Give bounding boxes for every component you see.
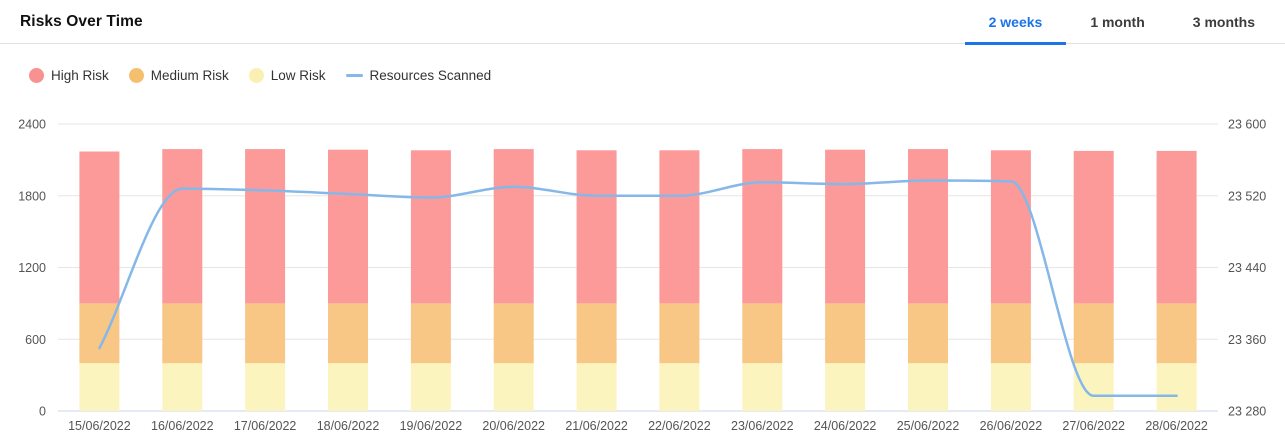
legend-item-medium-risk[interactable]: Medium Risk [128,67,229,83]
x-axis-label: 27/06/2022 [1062,419,1125,433]
x-axis-label: 22/06/2022 [648,419,711,433]
right-axis-tick-label: 23 600 [1228,118,1266,132]
bar-high-risk[interactable] [245,149,286,304]
bar-high-risk[interactable] [79,151,120,304]
bar-low-risk[interactable] [1073,363,1114,411]
left-axis-tick-label: 600 [25,333,46,347]
bar-high-risk[interactable] [742,149,783,304]
right-axis-tick-label: 23 520 [1228,189,1266,203]
bar-medium-risk[interactable] [162,303,203,364]
bar-low-risk[interactable] [825,363,866,411]
x-axis-label: 28/06/2022 [1145,419,1208,433]
x-axis-label: 15/06/2022 [68,419,131,433]
bar-medium-risk[interactable] [410,303,451,364]
bar-low-risk[interactable] [742,363,783,411]
medium-risk-dot-icon [128,67,144,83]
bar-high-risk[interactable] [162,149,203,304]
right-axis-tick-label: 23 360 [1228,333,1266,347]
bar-low-risk[interactable] [410,363,451,411]
legend-item-resources-scanned[interactable]: Resources Scanned [345,67,492,83]
bar-high-risk[interactable] [825,149,866,304]
x-axis-label: 20/06/2022 [482,419,545,433]
x-axis-label: 24/06/2022 [814,419,877,433]
bar-high-risk[interactable] [328,149,368,304]
risks-chart-svg: 2400 23 600 1800 23 520 1200 23 440 600 23 360 0… [18,118,1266,434]
legend-item-high-risk[interactable]: High Risk [29,67,109,83]
time-range-tabs: 2 weeks 1 month 3 months [964,0,1279,45]
bar-low-risk[interactable] [990,363,1031,411]
x-axis-label: 16/06/2022 [151,419,214,433]
bar-medium-risk[interactable] [493,303,534,364]
bar-low-risk[interactable] [493,363,534,411]
bar-medium-risk[interactable] [659,303,700,364]
bar-high-risk[interactable] [659,150,700,304]
card-header: Risks Over Time 2 weeks 1 month 3 months [0,0,1285,45]
bar-medium-risk[interactable] [825,303,866,364]
page-title: Risks Over Time [20,12,143,30]
x-axis-label: 18/06/2022 [317,419,380,433]
x-axis-label: 23/06/2022 [731,419,794,433]
bar-high-risk[interactable] [1073,150,1114,304]
tab-3-months[interactable]: 3 months [1169,0,1279,44]
x-axis-label: 25/06/2022 [897,419,960,433]
bar-high-risk[interactable] [1156,150,1197,304]
bar-low-risk[interactable] [576,363,617,411]
low-risk-dot-icon [248,67,264,83]
bar-medium-risk[interactable] [328,303,368,364]
bar-high-risk[interactable] [576,150,617,304]
bar-medium-risk[interactable] [742,303,783,364]
bar-low-risk[interactable] [1156,363,1197,411]
legend-label: Medium Risk [150,67,229,83]
bar-medium-risk[interactable] [908,303,948,364]
legend-label: High Risk [51,67,109,83]
bar-medium-risk[interactable] [1156,303,1197,364]
left-axis-tick-label: 1200 [18,261,46,275]
resources-scanned-line[interactable] [98,179,1178,398]
legend-label: Low Risk [270,67,326,83]
x-axis-label: 19/06/2022 [400,419,463,433]
right-axis-tick-label: 23 440 [1228,261,1266,275]
legend-item-low-risk[interactable]: Low Risk [248,67,326,83]
bar-medium-risk[interactable] [1073,303,1114,364]
bar-low-risk[interactable] [328,363,368,411]
tab-2-weeks[interactable]: 2 weeks [964,0,1067,45]
resources-scanned-line-icon [345,73,363,77]
bar-low-risk[interactable] [162,363,203,411]
bar-low-risk[interactable] [245,363,286,411]
bar-medium-risk[interactable] [79,303,120,364]
x-axis-label: 26/06/2022 [980,419,1043,433]
chart-legend: High Risk Medium Risk Low Risk Resources… [29,67,1285,83]
bar-low-risk[interactable] [659,363,700,411]
x-axis-label: 17/06/2022 [234,419,297,433]
left-axis-tick-label: 2400 [18,118,46,132]
bar-medium-risk[interactable] [576,303,617,364]
bar-medium-risk[interactable] [990,303,1031,364]
high-risk-dot-icon [29,67,44,83]
bar-high-risk[interactable] [493,149,534,304]
right-axis-tick-label: 23 280 [1228,405,1266,419]
bar-high-risk[interactable] [908,149,948,304]
bar-medium-risk[interactable] [245,303,286,364]
x-axis-label: 21/06/2022 [565,419,628,433]
left-axis-tick-label: 0 [39,405,46,419]
bar-low-risk[interactable] [79,363,120,411]
left-axis-tick-label: 1800 [18,189,46,203]
bar-high-risk[interactable] [410,150,451,304]
legend-label: Resources Scanned [369,67,492,83]
bar-low-risk[interactable] [908,363,948,411]
tab-1-month[interactable]: 1 month [1066,0,1168,44]
bar-high-risk[interactable] [990,150,1031,304]
